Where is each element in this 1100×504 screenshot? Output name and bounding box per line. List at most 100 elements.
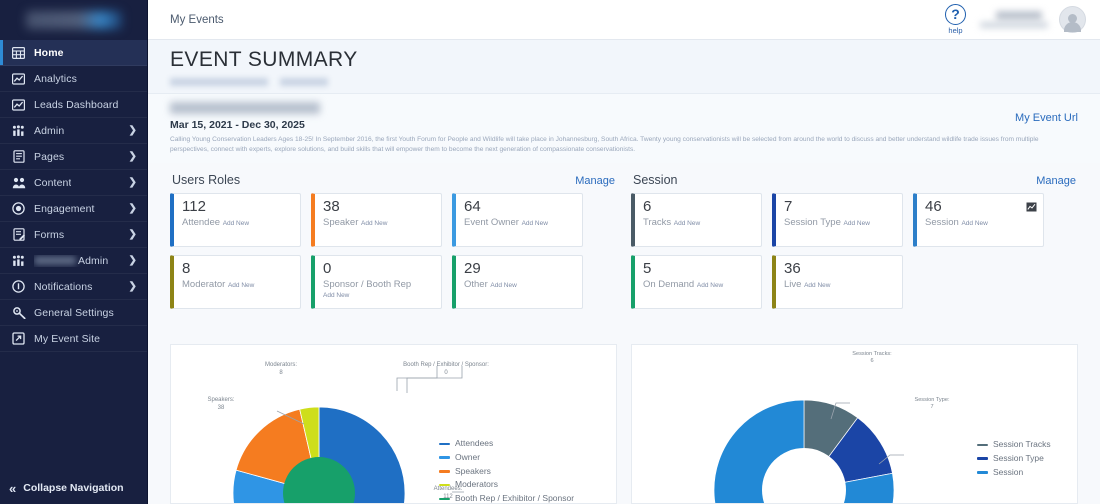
annotation-text: Speakers: bbox=[207, 397, 235, 403]
stat-card-attendee[interactable]: 112 Attendee Add New bbox=[170, 193, 301, 248]
add-new-link[interactable]: Add New bbox=[804, 281, 831, 289]
chevron-right-icon[interactable]: ❯ bbox=[128, 280, 137, 292]
sidebar-item-content[interactable]: Content ❯ bbox=[0, 170, 147, 196]
session-panel: Session Manage 6 Tracks Add New 7 Session T… bbox=[631, 169, 1078, 336]
add-new-link[interactable]: Add New bbox=[222, 219, 250, 227]
legend-item[interactable]: Booth Rep / Exhibitor / Sponsor bbox=[439, 492, 575, 504]
brand-logo[interactable] bbox=[0, 0, 147, 40]
brand-logo-redacted bbox=[25, 11, 122, 29]
target-icon bbox=[11, 202, 26, 216]
stat-card-count: 64 bbox=[464, 198, 481, 216]
stat-card-moderator[interactable]: 8 Moderator Add New bbox=[170, 255, 301, 310]
my-event-url-link[interactable]: My Event Url bbox=[1015, 112, 1078, 124]
sidebar-item-pages[interactable]: Pages ❯ bbox=[0, 144, 147, 170]
stat-card-label: Event Owner bbox=[464, 216, 519, 228]
bar-people-icon bbox=[11, 254, 26, 268]
collapse-navigation-button[interactable]: « Collapse Navigation bbox=[0, 472, 147, 504]
legend-item[interactable]: Speakers bbox=[439, 465, 574, 479]
question-mark-icon: ? bbox=[945, 4, 966, 25]
sidebar-item-leads-dashboard[interactable]: Leads Dashboard bbox=[0, 92, 147, 118]
add-new-link[interactable]: Add New bbox=[843, 219, 870, 227]
sidebar-item-home[interactable]: Home bbox=[0, 40, 147, 66]
legend-item[interactable]: Owner bbox=[439, 451, 574, 465]
add-new-link[interactable]: Add New bbox=[361, 219, 388, 227]
stat-card-sponsor-booth-rep[interactable]: 0 Sponsor / Booth Rep Add New bbox=[311, 255, 442, 310]
chevron-right-icon[interactable]: ❯ bbox=[128, 124, 137, 136]
add-new-link[interactable]: Add New bbox=[673, 219, 701, 227]
help-button[interactable]: ? help bbox=[945, 4, 966, 35]
users-roles-manage-link[interactable]: Manage bbox=[575, 175, 615, 188]
stat-card-session-type[interactable]: 7 Session Type Add New bbox=[772, 193, 903, 248]
legend-item[interactable]: Session Type bbox=[977, 452, 1051, 466]
annotation-text: Booth Rep / Exhibitor / Sponsor: bbox=[403, 362, 489, 368]
sidebar-item-engagement[interactable]: Engagement ❯ bbox=[0, 196, 147, 222]
chart-icon[interactable] bbox=[1026, 199, 1037, 217]
chevron-right-icon[interactable]: ❯ bbox=[128, 202, 137, 214]
add-new-link[interactable]: Add New bbox=[961, 219, 988, 227]
users-roles-chart[interactable]: Moderators: 8 Booth Rep / Exhibitor / Spon… bbox=[170, 344, 617, 504]
stat-card-label: Moderator bbox=[182, 278, 226, 290]
legend-item[interactable]: Session Tracks bbox=[977, 438, 1051, 452]
stat-card-session[interactable]: 46 Session Add New bbox=[913, 193, 1044, 248]
user-name-redacted bbox=[980, 10, 1052, 30]
page-icon bbox=[11, 150, 26, 164]
stat-card-live[interactable]: 36 Live Add New bbox=[772, 255, 903, 310]
user-avatar-icon[interactable] bbox=[1059, 6, 1086, 33]
add-new-link[interactable]: Add New bbox=[490, 281, 517, 289]
stat-card-tracks[interactable]: 6 Tracks Add New bbox=[631, 193, 762, 248]
session-chart[interactable]: Session Tracks: 6 Session Type: 7 Session Tr… bbox=[631, 344, 1078, 504]
sidebar-item-admin[interactable]: Admin ❯ bbox=[0, 118, 147, 144]
user-menu[interactable] bbox=[980, 6, 1086, 33]
page-header: EVENT SUMMARY bbox=[148, 40, 1100, 94]
stat-card-other[interactable]: 29 Other Add New bbox=[452, 255, 583, 310]
chevron-double-left-icon: « bbox=[9, 480, 17, 496]
annotation-value: 6 bbox=[870, 357, 874, 364]
stat-card-count: 36 bbox=[784, 260, 801, 278]
annotation-value: 8 bbox=[279, 369, 283, 376]
stat-card-count: 5 bbox=[643, 260, 652, 278]
stat-card-label-row: Tracks Add New bbox=[643, 217, 754, 230]
add-new-link[interactable]: Add New bbox=[696, 281, 724, 289]
legend-label: Booth Rep / Exhibitor / Sponsor bbox=[455, 493, 575, 504]
stat-card-count: 6 bbox=[643, 198, 652, 216]
stat-card-label: Tracks bbox=[643, 216, 672, 228]
stat-card-label-row: Sponsor / Booth Rep bbox=[323, 279, 434, 292]
stat-card-label-row: On Demand Add New bbox=[643, 279, 754, 292]
chevron-right-icon[interactable]: ❯ bbox=[128, 228, 137, 240]
people-icon bbox=[11, 176, 26, 190]
chevron-right-icon[interactable]: ❯ bbox=[128, 176, 137, 188]
annotation-speakers: Speakers: 38 bbox=[181, 397, 261, 412]
legend-item[interactable]: Session bbox=[977, 466, 1051, 480]
stat-card-label: Attendee bbox=[182, 216, 221, 228]
legend-item[interactable]: Moderators bbox=[439, 478, 574, 492]
stat-card-event-owner[interactable]: 64 Event Owner Add New bbox=[452, 193, 583, 248]
sidebar-item-analytics[interactable]: Analytics bbox=[0, 66, 147, 92]
add-new-link[interactable]: Add New bbox=[521, 219, 548, 227]
sidebar-item-forms[interactable]: Forms ❯ bbox=[0, 222, 147, 248]
users-roles-title: Users Roles bbox=[172, 173, 241, 188]
chevron-right-icon[interactable]: ❯ bbox=[128, 150, 137, 162]
annotation-moderators: Moderators: 8 bbox=[231, 362, 331, 377]
stat-card-label: On Demand bbox=[643, 278, 695, 290]
sidebar-item-my-event-site[interactable]: My Event Site bbox=[0, 326, 147, 352]
session-manage-link[interactable]: Manage bbox=[1036, 175, 1076, 188]
add-new-link[interactable]: Add New bbox=[323, 291, 350, 299]
session-chart-legend: Session Tracks Session Type Session bbox=[977, 438, 1051, 479]
legend-label: Session bbox=[993, 466, 1024, 477]
main-content: My Events ? help EVENT SUMMARY bbox=[148, 0, 1100, 504]
annotation-booth-rep: Booth Rep / Exhibitor / Sponsor: 0 bbox=[351, 362, 541, 377]
stat-card-speaker[interactable]: 38 Speaker Add New bbox=[311, 193, 442, 248]
chevron-right-icon[interactable]: ❯ bbox=[128, 254, 137, 266]
sidebar-item-admin[interactable]: Admin ❯ bbox=[0, 248, 147, 274]
legend-item[interactable]: Attendees bbox=[439, 437, 574, 451]
stat-card-count: 46 bbox=[925, 198, 942, 216]
sidebar-item-notifications[interactable]: Notifications ❯ bbox=[0, 274, 147, 300]
help-label: help bbox=[948, 26, 963, 35]
add-new-link[interactable]: Add New bbox=[227, 281, 255, 289]
gear-icon bbox=[11, 306, 26, 320]
stat-card-label-row: Other Add New bbox=[464, 279, 575, 292]
annotation-text: Moderators: bbox=[264, 362, 297, 368]
stat-card-on-demand[interactable]: 5 On Demand Add New bbox=[631, 255, 762, 310]
legend-swatch bbox=[439, 483, 450, 487]
sidebar-item-general-settings[interactable]: General Settings bbox=[0, 300, 147, 326]
